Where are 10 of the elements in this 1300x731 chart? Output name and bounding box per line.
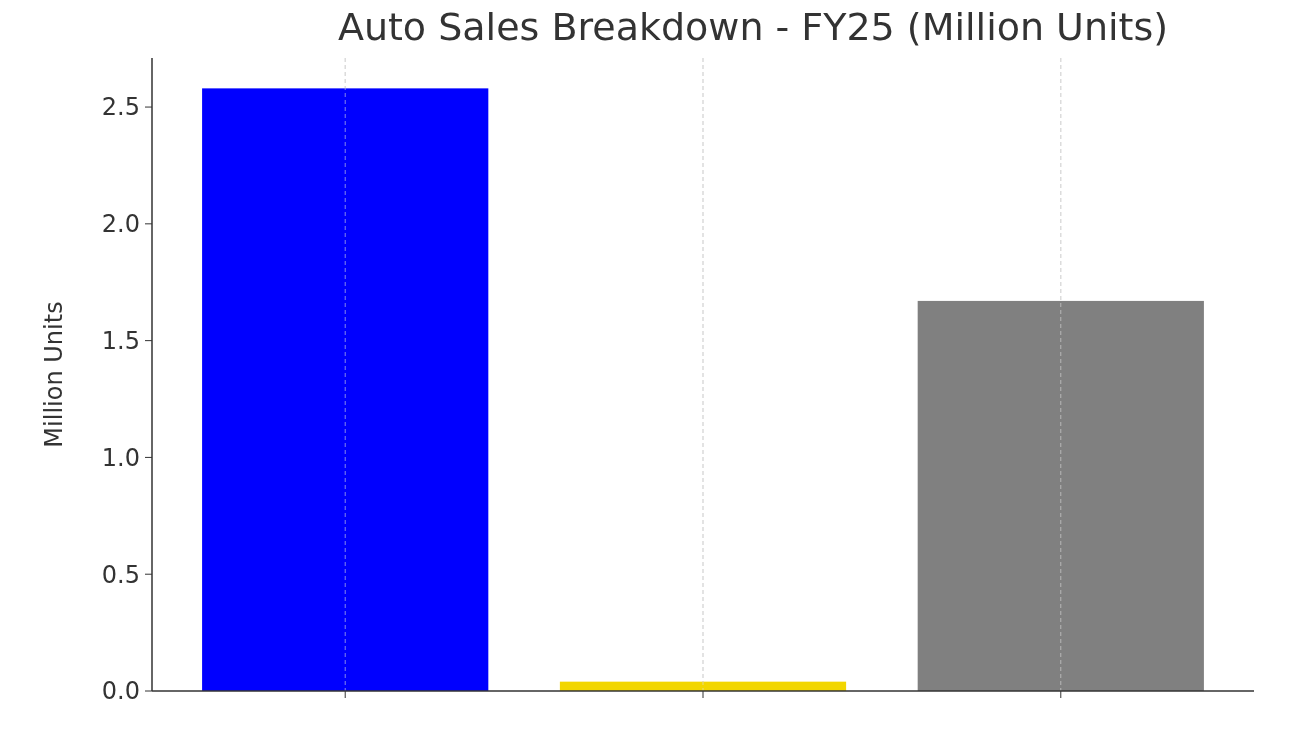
- y-tick-label: 2.0: [101, 210, 140, 239]
- y-tick-label: 0.5: [101, 560, 140, 589]
- bar: [917, 300, 1204, 691]
- bar: [202, 88, 489, 691]
- y-axis-title: Million Units: [40, 301, 68, 448]
- y-tick-label: 0.0: [101, 677, 140, 706]
- y-tick-label: 1.5: [101, 327, 140, 356]
- y-tick-label: 1.0: [101, 443, 140, 472]
- chart-title: Auto Sales Breakdown - FY25 (Million Units): [337, 5, 1169, 49]
- y-tick-label: 2.5: [101, 93, 140, 122]
